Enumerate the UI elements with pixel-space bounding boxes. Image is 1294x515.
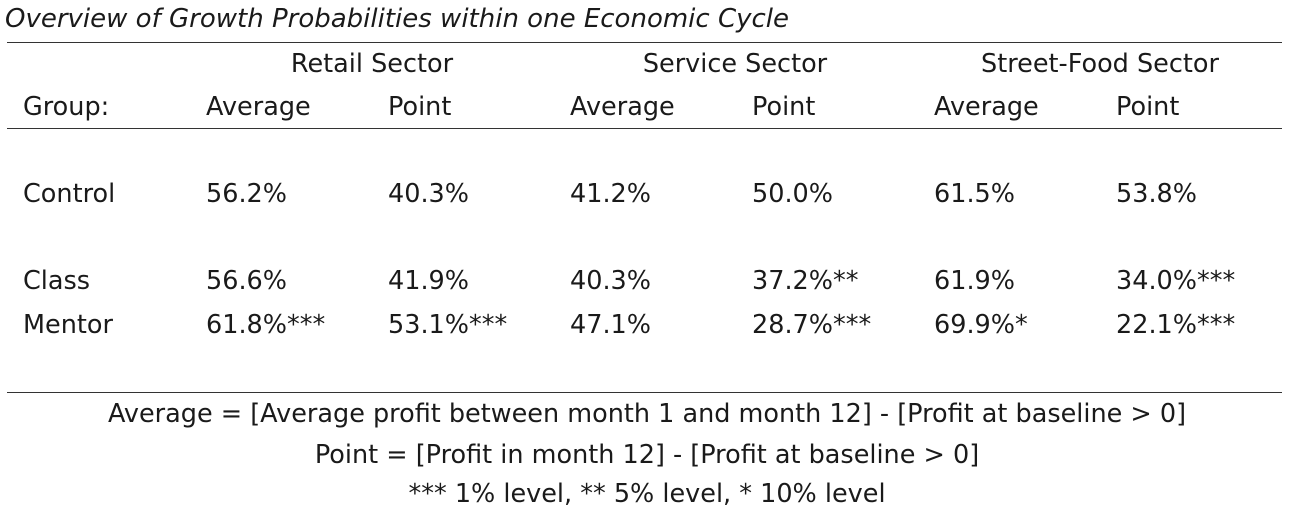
column-header-street-food-point: Point <box>1116 92 1180 122</box>
column-header-service-point: Point <box>752 92 816 122</box>
table-cell: 41.9% <box>388 266 470 296</box>
table-title: Overview of Growth Probabilities within … <box>5 4 790 34</box>
table-cell: 41.2% <box>570 179 652 209</box>
table-cell: 61.9% <box>934 266 1016 296</box>
column-header-retail-point: Point <box>388 92 452 122</box>
row-label-control: Control <box>23 179 116 209</box>
table-cell: 61.5% <box>934 179 1016 209</box>
table-cell: 28.7%*** <box>752 310 872 340</box>
note-significance-levels: *** 1% level, ** 5% level, * 10% level <box>408 479 886 509</box>
footer-rule <box>7 392 1282 393</box>
table-cell: 50.0% <box>752 179 834 209</box>
note-average-definition: Average = [Average profit between month … <box>107 399 1187 429</box>
column-header-retail-average: Average <box>206 92 311 122</box>
table-cell: 61.8%*** <box>206 310 326 340</box>
table-cell: 22.1%*** <box>1116 310 1236 340</box>
top-rule <box>7 42 1282 43</box>
header-rule <box>7 128 1282 129</box>
table-cell: 37.2%** <box>752 266 859 296</box>
column-header-service-average: Average <box>570 92 675 122</box>
sector-header-service: Service Sector <box>642 49 828 79</box>
column-header-street-food-average: Average <box>934 92 1039 122</box>
note-point-definition: Point = [Profit in month 12] - [Profit a… <box>314 440 980 470</box>
sector-header-street-food: Street-Food Sector <box>981 49 1219 79</box>
table-cell: 56.6% <box>206 266 288 296</box>
row-label-mentor: Mentor <box>23 310 113 340</box>
table-cell: 56.2% <box>206 179 288 209</box>
table-cell: 40.3% <box>570 266 652 296</box>
table-cell: 40.3% <box>388 179 470 209</box>
row-label-class: Class <box>23 266 91 296</box>
group-header: Group: <box>23 92 110 122</box>
table-cell: 69.9%* <box>934 310 1028 340</box>
table-cell: 47.1% <box>570 310 652 340</box>
table-cell: 53.8% <box>1116 179 1198 209</box>
table-cell: 53.1%*** <box>388 310 508 340</box>
sector-header-retail: Retail Sector <box>290 49 454 79</box>
table-cell: 34.0%*** <box>1116 266 1236 296</box>
